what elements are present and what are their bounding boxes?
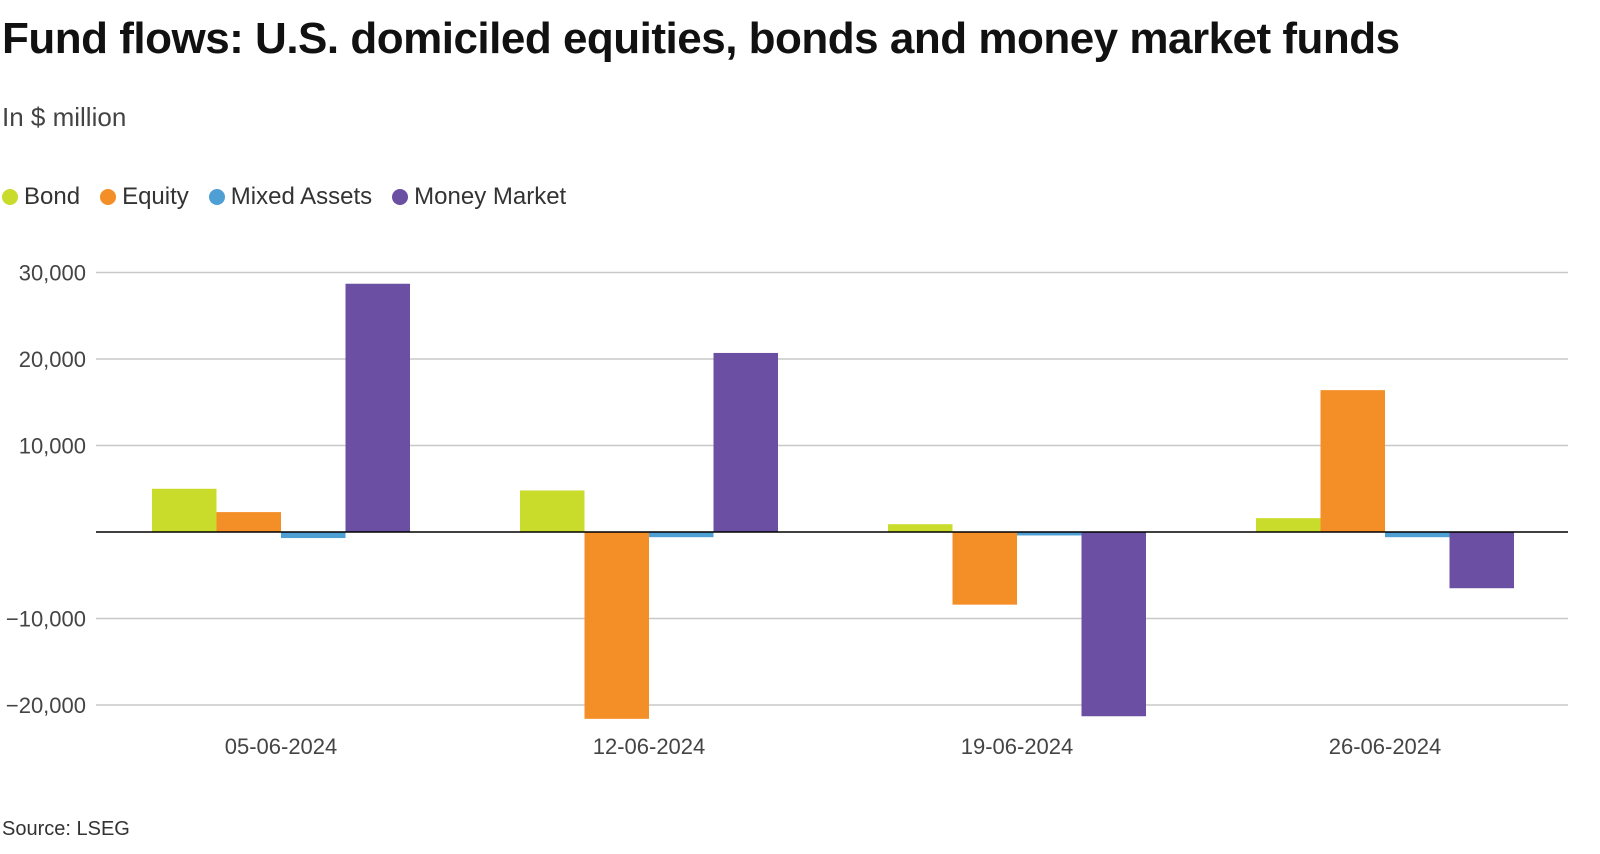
bar-mixed-assets-05-06-2024 [281, 532, 346, 539]
y-tick-label: 30,000 [19, 261, 86, 286]
legend-label: Money Market [414, 183, 567, 210]
legend-item-mixed-assets: Mixed Assets [208, 183, 373, 211]
bar-equity-26-06-2024 [1320, 390, 1385, 532]
bar-money-market-19-06-2024 [1081, 532, 1146, 717]
chart-subtitle: In $ million [2, 102, 127, 132]
bar-mixed-assets-12-06-2024 [649, 532, 714, 538]
bar-money-market-12-06-2024 [713, 352, 778, 532]
legend-swatch [392, 189, 409, 205]
legend-item-money-market: Money Market [392, 183, 566, 211]
legend-label: Equity [122, 183, 189, 210]
x-tick-label: 26-06-2024 [1329, 734, 1442, 759]
x-tick-label: 19-06-2024 [961, 734, 1074, 759]
chart-legend: Bond Equity Mixed Assets Money Market [2, 183, 586, 211]
chart-title: Fund flows: U.S. domiciled equities, bon… [2, 14, 1400, 63]
bar-mixed-assets-19-06-2024 [1017, 532, 1082, 536]
x-tick-label: 12-06-2024 [593, 734, 706, 759]
bar-money-market-26-06-2024 [1449, 532, 1514, 589]
x-tick-label: 05-06-2024 [225, 734, 338, 759]
bar-equity-12-06-2024 [584, 532, 649, 719]
bar-equity-19-06-2024 [952, 532, 1017, 605]
bar-mixed-assets-26-06-2024 [1385, 532, 1450, 538]
bar-money-market-05-06-2024 [345, 283, 410, 532]
legend-item-equity: Equity [100, 183, 189, 211]
y-tick-label: −10,000 [6, 607, 86, 632]
chart-source: Source: LSEG [2, 818, 130, 840]
bar-bond-12-06-2024 [520, 490, 585, 532]
bar-bond-05-06-2024 [152, 488, 217, 532]
legend-swatch [100, 189, 117, 205]
legend-label: Bond [24, 183, 81, 210]
bar-bond-19-06-2024 [888, 524, 953, 532]
legend-swatch [2, 189, 18, 205]
legend-label: Mixed Assets [230, 183, 373, 210]
y-tick-label: −20,000 [6, 693, 86, 718]
y-tick-label: 20,000 [19, 347, 86, 372]
legend-item-bond: Bond [2, 183, 80, 211]
bar-chart: 30,000 20,000 10,000 −10,000 −20,000 05-06-20… [6, 261, 1568, 759]
y-tick-label: 10,000 [19, 434, 86, 459]
bar-bond-26-06-2024 [1256, 518, 1321, 532]
bar-equity-05-06-2024 [216, 512, 281, 532]
legend-swatch [208, 189, 225, 205]
